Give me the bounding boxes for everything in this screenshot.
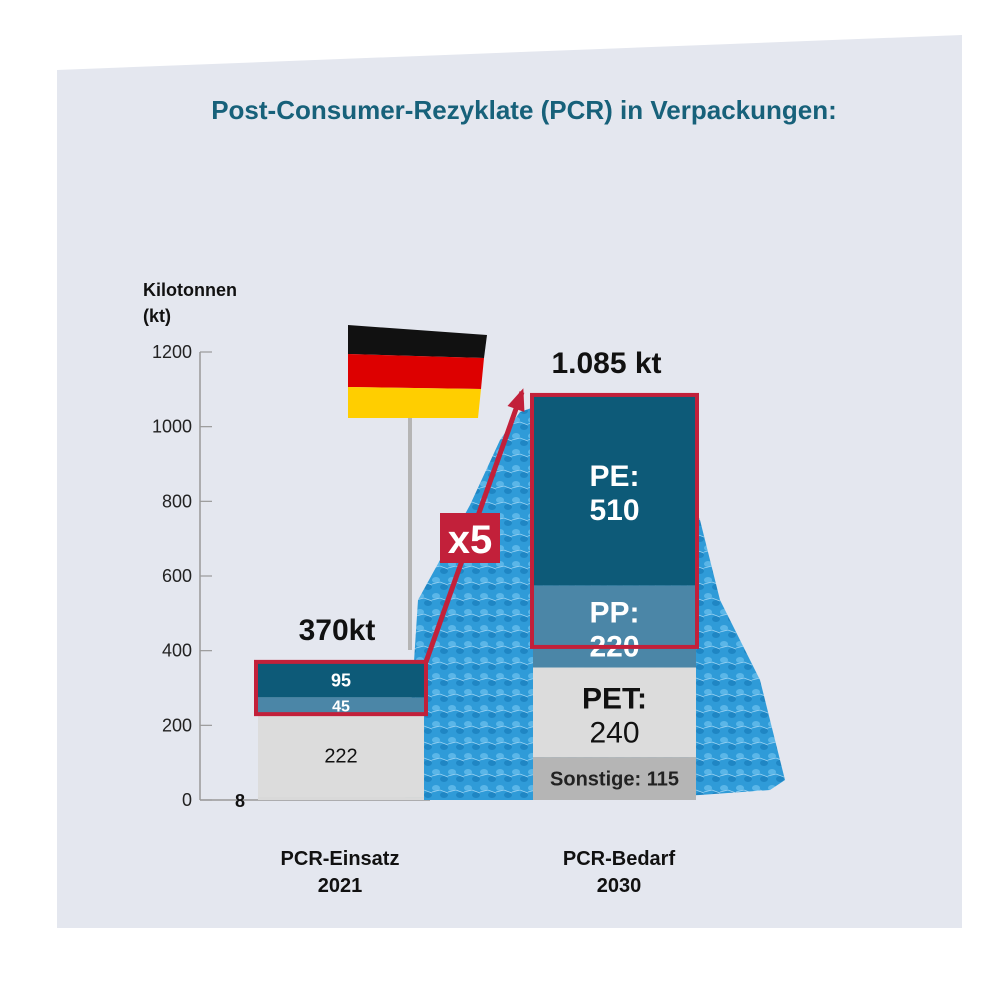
category-label-0-line2: 2021: [318, 875, 363, 897]
category-label-1-line2: 2030: [597, 875, 642, 897]
bar-2021-label-8: 8: [235, 791, 245, 811]
flag-stripe-gold: [348, 387, 481, 418]
y-tick-label: 1200: [152, 342, 192, 362]
bar-2030-label-pp-name: PP:: [589, 596, 639, 629]
multiplier-label: x5: [448, 518, 493, 562]
bar-2030-label-pe-value: 510: [589, 494, 639, 527]
bar-2030-label-pe-name: PE:: [589, 460, 639, 493]
category-label-0-line1: PCR-Einsatz: [281, 848, 400, 870]
y-axis-label: Kilotonnen (kt): [143, 280, 242, 326]
chart-title: Post-Consumer-Rezyklate (PCR) in Verpack…: [211, 95, 837, 125]
bar-2030-segment-2: [533, 585, 696, 668]
y-axis-label-line2: (kt): [143, 306, 171, 326]
bar-2030-highlight: [530, 392, 699, 649]
y-tick-label: 0: [182, 790, 192, 810]
y-tick-label: 1000: [152, 417, 192, 437]
bar-2030-label-pet-value: 240: [589, 716, 639, 749]
y-tick-label: 400: [162, 641, 192, 661]
bar-2021-segment-2: [258, 697, 424, 715]
bar-2021-segment-1: [258, 714, 424, 798]
flag-stripe-black: [348, 325, 487, 358]
annotations: x5 PCR-Einsatz 2021 PCR-Bedarf 2030: [281, 388, 676, 897]
y-axis-label-line1: Kilotonnen: [143, 280, 237, 300]
german-flag: [348, 325, 487, 418]
growth-arrow-head: [507, 388, 525, 412]
y-ticks: 0 200 400 600 800 1000 1200: [152, 342, 212, 810]
bar-2021-label-95: 95: [331, 671, 351, 691]
bar-2030-total-label: 1.085 kt: [551, 347, 661, 380]
bar-2021-label-222: 222: [324, 746, 357, 768]
y-tick-label: 200: [162, 715, 192, 735]
y-tick-label: 800: [162, 491, 192, 511]
bar-2021-label-45: 45: [332, 699, 350, 716]
category-label-1-line1: PCR-Bedarf: [563, 848, 676, 870]
bar-2030-segment-1: [533, 667, 696, 758]
bar-2030-label-sonstige: Sonstige: 115: [550, 769, 679, 791]
bar-2021-total-label: 370kt: [299, 614, 376, 647]
y-tick-label: 600: [162, 566, 192, 586]
bar-2030-segment-3: [533, 394, 696, 586]
flag-stripe-red: [348, 354, 484, 389]
bar-2030-label-pet-name: PET:: [582, 682, 647, 715]
bar-2021-segment-3: [258, 661, 424, 698]
multiplier-badge: [440, 513, 500, 563]
bar-2030-segment-0: [533, 757, 696, 800]
bar-2021-segment-0: [258, 797, 424, 800]
bar-2021-highlight: [254, 659, 428, 717]
